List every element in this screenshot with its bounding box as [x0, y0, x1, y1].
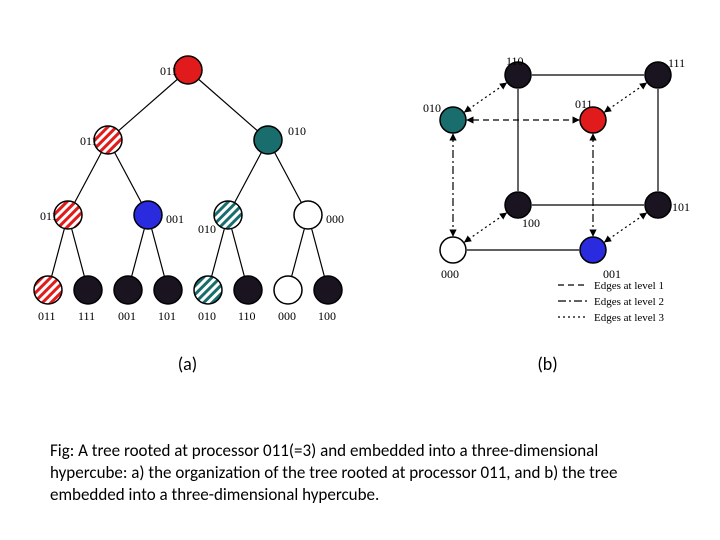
- panel-a-label: (a): [23, 353, 353, 375]
- svg-text:011: 011: [575, 97, 593, 111]
- svg-text:Edges at level 2: Edges at level 2: [594, 296, 664, 308]
- cube-svg: 000 001 010 011 100 101 110 111 Edges at level 1…: [398, 40, 698, 340]
- tree-svg: 011 011 010 011 001 010 000 011 111 001 101 010 110 0…: [23, 40, 353, 340]
- svg-text:110: 110: [238, 309, 256, 323]
- svg-text:011: 011: [38, 309, 56, 323]
- svg-text:000: 000: [441, 267, 459, 281]
- svg-text:100: 100: [318, 309, 336, 323]
- svg-text:Edges at level 3: Edges at level 3: [594, 312, 664, 324]
- svg-text:Edges at level 1: Edges at level 1: [594, 280, 664, 292]
- svg-text:111: 111: [668, 56, 685, 70]
- svg-text:011: 011: [80, 134, 98, 148]
- svg-text:001: 001: [603, 267, 621, 281]
- svg-text:000: 000: [326, 212, 344, 226]
- figure-row: 0110110100110010100000111110011010101100…: [0, 0, 720, 375]
- svg-text:010: 010: [198, 309, 216, 323]
- svg-text:110: 110: [506, 54, 524, 68]
- svg-text:001: 001: [166, 212, 184, 226]
- svg-text:011: 011: [40, 209, 58, 223]
- svg-text:010: 010: [423, 101, 441, 115]
- svg-text:010: 010: [198, 222, 216, 236]
- panel-b: 000 001 010 011 100 101 110 111 Edges at level 1…: [398, 40, 698, 375]
- svg-text:101: 101: [158, 309, 176, 323]
- panel-a: 011 011 010 011 001 010 000 011 111 001 101 010 110 0…: [23, 40, 353, 375]
- svg-text:100: 100: [522, 216, 540, 230]
- panel-b-label: (b): [398, 353, 698, 375]
- svg-text:111: 111: [78, 309, 95, 323]
- svg-text:011: 011: [160, 64, 178, 78]
- svg-text:000: 000: [278, 309, 296, 323]
- svg-text:001: 001: [118, 309, 136, 323]
- svg-text:101: 101: [672, 200, 690, 214]
- figure-caption: Fig: A tree rooted at processor 011(=3) …: [50, 440, 670, 506]
- svg-text:010: 010: [288, 124, 306, 138]
